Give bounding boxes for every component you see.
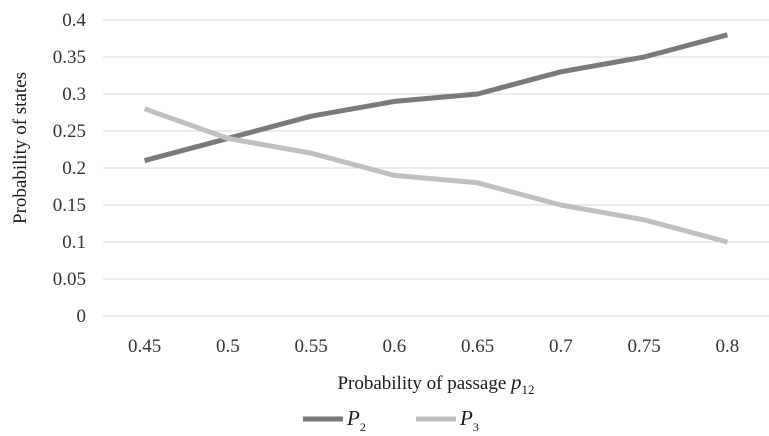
legend: P2 P3 (303, 406, 479, 434)
x-tick-label: 0.65 (461, 336, 494, 357)
x-tick-label: 0.8 (716, 336, 740, 357)
y-tick-label: 0.25 (53, 121, 86, 142)
y-tick-label: 0.05 (53, 269, 86, 290)
y-tick-label: 0 (77, 306, 87, 327)
y-tick-label: 0.3 (62, 84, 86, 105)
x-tick-label: 0.7 (549, 336, 573, 357)
x-tick-label: 0.75 (628, 336, 661, 357)
y-axis-ticks: 0 0.05 0.1 0.15 0.2 0.25 0.3 0.35 0.4 (53, 10, 87, 327)
legend-label-p2: P2 (346, 406, 366, 434)
grid-lines (103, 19, 769, 317)
series-lines (143, 32, 729, 245)
x-axis-ticks: 0.45 0.5 0.55 0.6 0.65 0.7 0.75 0.8 (128, 336, 739, 357)
y-tick-label: 0.4 (62, 10, 86, 31)
y-tick-label: 0.2 (62, 158, 86, 179)
x-axis-title: Probability of passage p12 (337, 370, 534, 397)
x-tick-label: 0.6 (383, 336, 407, 357)
x-axis-title-subscript: 12 (522, 382, 535, 397)
legend-label-p3: P3 (459, 406, 479, 434)
y-tick-label: 0.35 (53, 47, 86, 68)
series-line-p2 (143, 32, 729, 164)
x-tick-label: 0.5 (216, 336, 240, 357)
y-tick-label: 0.15 (53, 195, 86, 216)
x-tick-label: 0.55 (295, 336, 328, 357)
y-tick-label: 0.1 (62, 232, 86, 253)
legend-label-p3-sub: 3 (473, 420, 479, 434)
series-line-p3 (143, 106, 729, 245)
y-axis-title: Probability of states (10, 72, 31, 224)
x-axis-title-text: Probability of passage (337, 373, 511, 394)
x-tick-label: 0.45 (128, 336, 161, 357)
x-axis-title-variable: p (509, 370, 522, 394)
legend-label-p2-sub: 2 (360, 420, 366, 434)
legend-label-p2-name: P (346, 406, 360, 430)
legend-label-p3-name: P (459, 406, 473, 430)
